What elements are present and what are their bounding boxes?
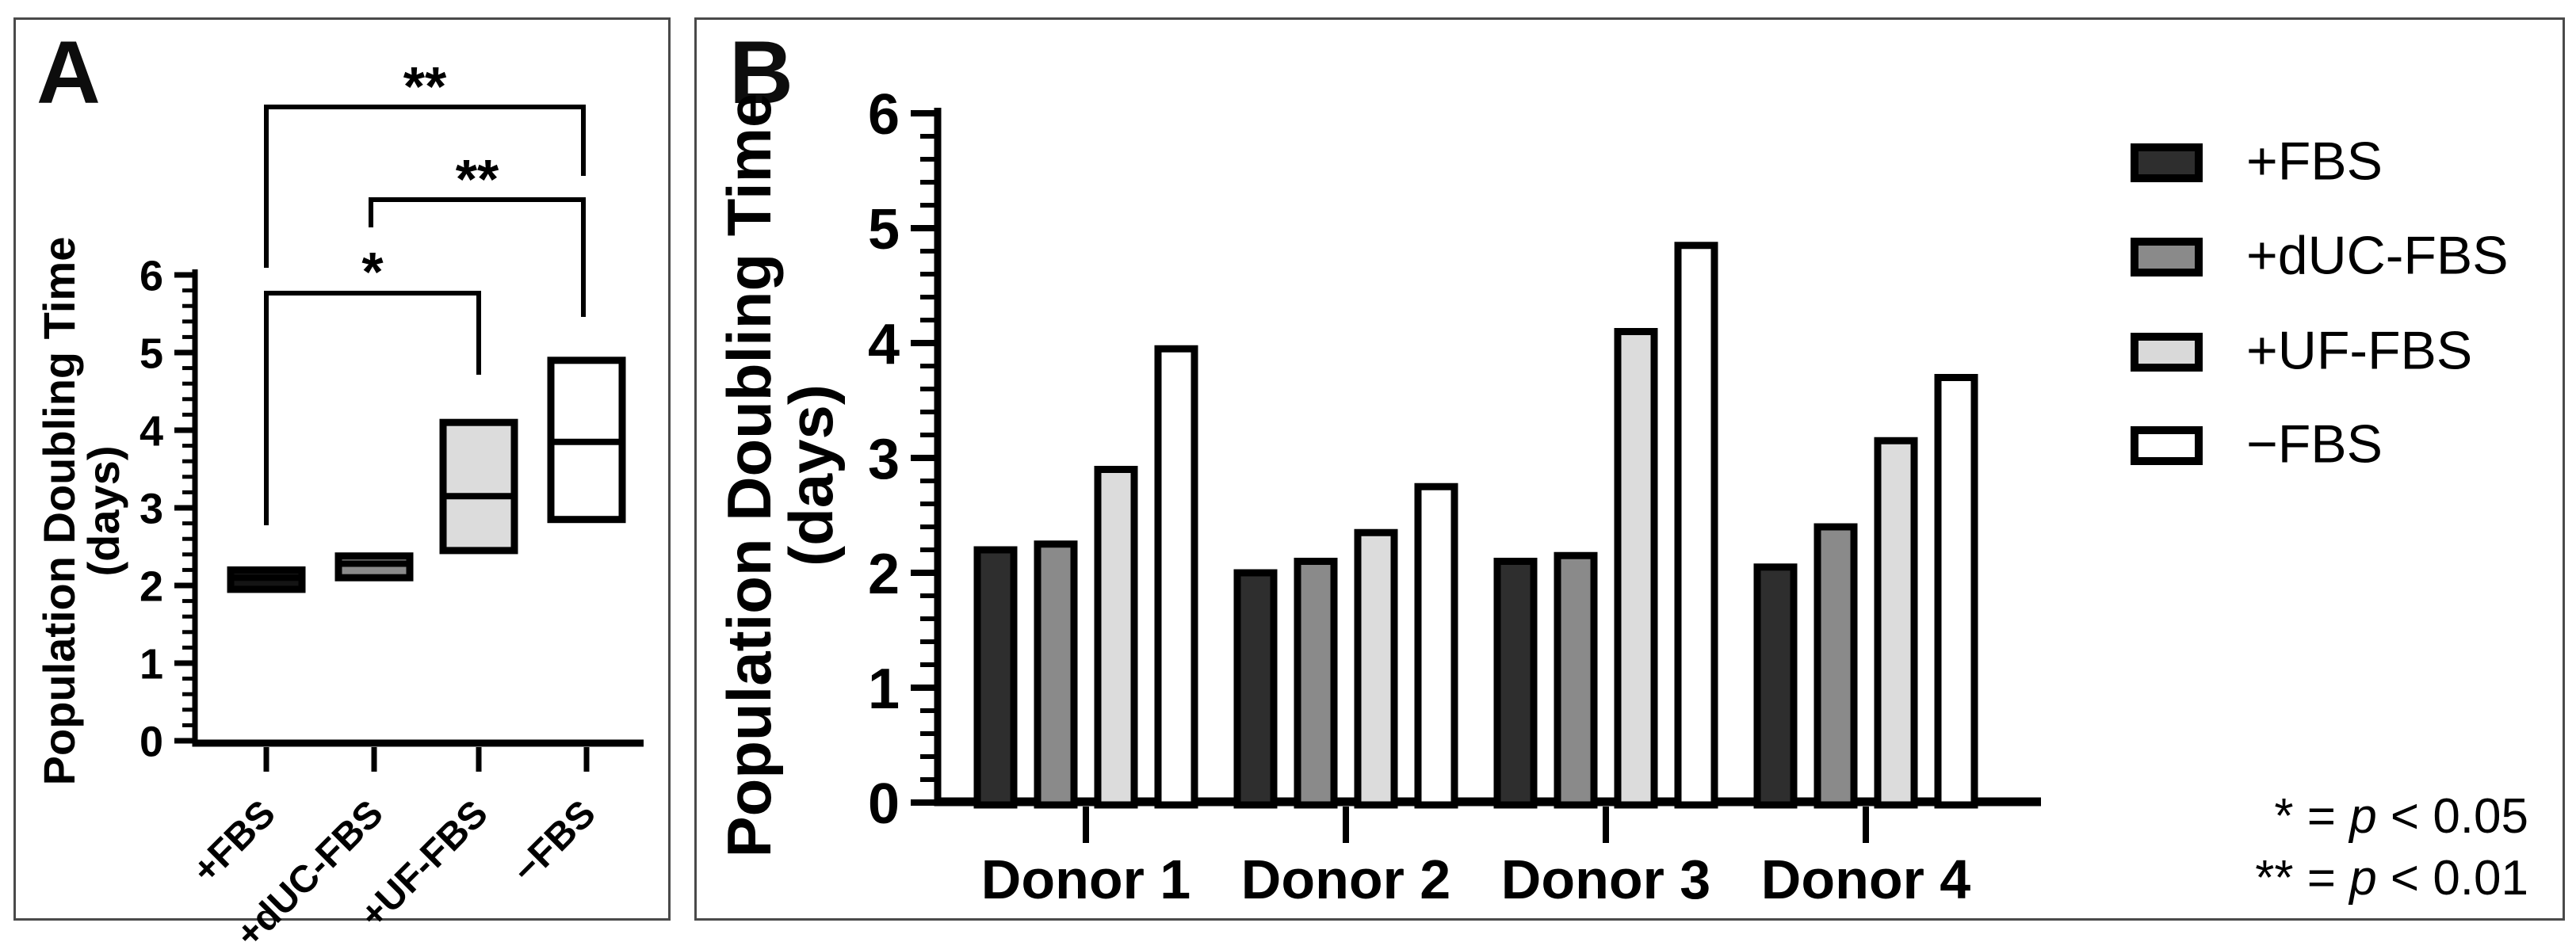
bar-+UF-FBS — [1874, 437, 1918, 809]
bar-groups: Donor 1 Donor 2 Donor 3 Donor 4 — [973, 242, 1978, 910]
bar-−FBS — [1154, 345, 1198, 809]
bar-group-Donor 1: Donor 1 — [973, 345, 1198, 910]
y-tick-label: 2 — [140, 563, 163, 610]
footnote-threshold: < 0.05 — [2376, 789, 2528, 844]
footnote-symbol: * = — [2274, 789, 2350, 844]
y-axis-title-units: (days) — [78, 446, 128, 577]
significance-stars: ** — [403, 55, 447, 117]
x-group-label: Donor 4 — [1761, 849, 1971, 910]
legend-item-label: +UF-FBS — [2246, 319, 2473, 380]
bar-+FBS — [1233, 569, 1278, 809]
significance-stars: * — [361, 241, 384, 303]
y-tick-label: 4 — [140, 407, 163, 455]
footnote-line-1: * = p < 0.05 — [2255, 786, 2528, 848]
uf-fbs-swatch-icon — [2131, 333, 2203, 372]
footnote-p: p — [2349, 851, 2377, 906]
y-tick-label: 5 — [868, 198, 900, 261]
legend-item-label: −FBS — [2246, 413, 2383, 474]
bar-−FBS — [1414, 482, 1458, 809]
y-tick-label: 0 — [140, 718, 163, 765]
significance-bracket: ** — [369, 148, 586, 317]
no-fbs-swatch-icon — [2131, 426, 2203, 465]
footnote-symbol: ** = — [2255, 851, 2350, 906]
box-+UF-FBS — [439, 418, 518, 555]
bar-+FBS — [973, 546, 1018, 809]
y-tick-label: 5 — [140, 330, 163, 377]
y-axis-title-units: (days) — [776, 384, 846, 566]
duc-fbs-swatch-icon — [2131, 238, 2203, 276]
bar-group-Donor 2: Donor 2 — [1233, 482, 1458, 910]
y-tick-label: 3 — [140, 485, 163, 532]
bar-group-Donor 4: Donor 4 — [1753, 374, 1978, 910]
x-group-label: Donor 1 — [981, 849, 1191, 910]
legend-item-label: +FBS — [2246, 130, 2383, 191]
bar-group-Donor 3: Donor 3 — [1493, 242, 1718, 910]
y-axis-ticks: 0 1 2 3 4 5 6 — [140, 252, 195, 765]
y-axis-title: Population Doubling Time — [714, 93, 784, 858]
significance-bracket: ** — [264, 55, 586, 268]
y-tick-label: 3 — [868, 428, 900, 491]
bar-+UF-FBS — [1094, 466, 1138, 809]
y-tick-label: 6 — [140, 252, 163, 299]
y-axis-ticks: 0 1 2 3 4 5 6 — [868, 83, 938, 836]
y-axis-title: Population Doubling Time — [34, 237, 84, 786]
footnote-line-2: ** = p < 0.01 — [2255, 848, 2528, 910]
bar-+FBS — [1493, 558, 1538, 809]
panel-a-label: A — [36, 23, 101, 122]
y-tick-label: 4 — [868, 313, 900, 376]
y-tick-label: 1 — [140, 640, 163, 688]
y-tick-label: 1 — [868, 658, 900, 721]
bar-+dUC-FBS — [1554, 551, 1598, 809]
fbs-swatch-icon — [2131, 143, 2203, 182]
significance-brackets: ***** — [264, 55, 586, 525]
bar-+dUC-FBS — [1294, 558, 1338, 809]
bar-+dUC-FBS — [1034, 540, 1078, 809]
y-tick-label: 6 — [868, 83, 900, 147]
box-plot-boxes — [227, 357, 626, 593]
bar-+FBS — [1753, 563, 1798, 809]
significance-footnote: * = p < 0.05 ** = p < 0.01 — [2255, 786, 2528, 910]
significance-stars: ** — [456, 148, 499, 210]
y-tick-label: 0 — [868, 772, 900, 836]
footnote-p: p — [2349, 789, 2377, 844]
y-tick-label: 2 — [868, 543, 900, 606]
bar-+dUC-FBS — [1814, 523, 1858, 809]
significance-bracket: * — [264, 241, 481, 525]
bar-+UF-FBS — [1354, 528, 1398, 809]
bar-−FBS — [1934, 374, 1978, 809]
legend-item-label: +dUC-FBS — [2246, 224, 2509, 285]
bar-+UF-FBS — [1614, 328, 1658, 809]
footnote-threshold: < 0.01 — [2376, 851, 2528, 906]
panel-b-label: B — [729, 23, 793, 122]
x-group-label: Donor 2 — [1241, 849, 1450, 910]
x-group-label: Donor 3 — [1501, 849, 1710, 910]
bar-−FBS — [1674, 242, 1718, 809]
